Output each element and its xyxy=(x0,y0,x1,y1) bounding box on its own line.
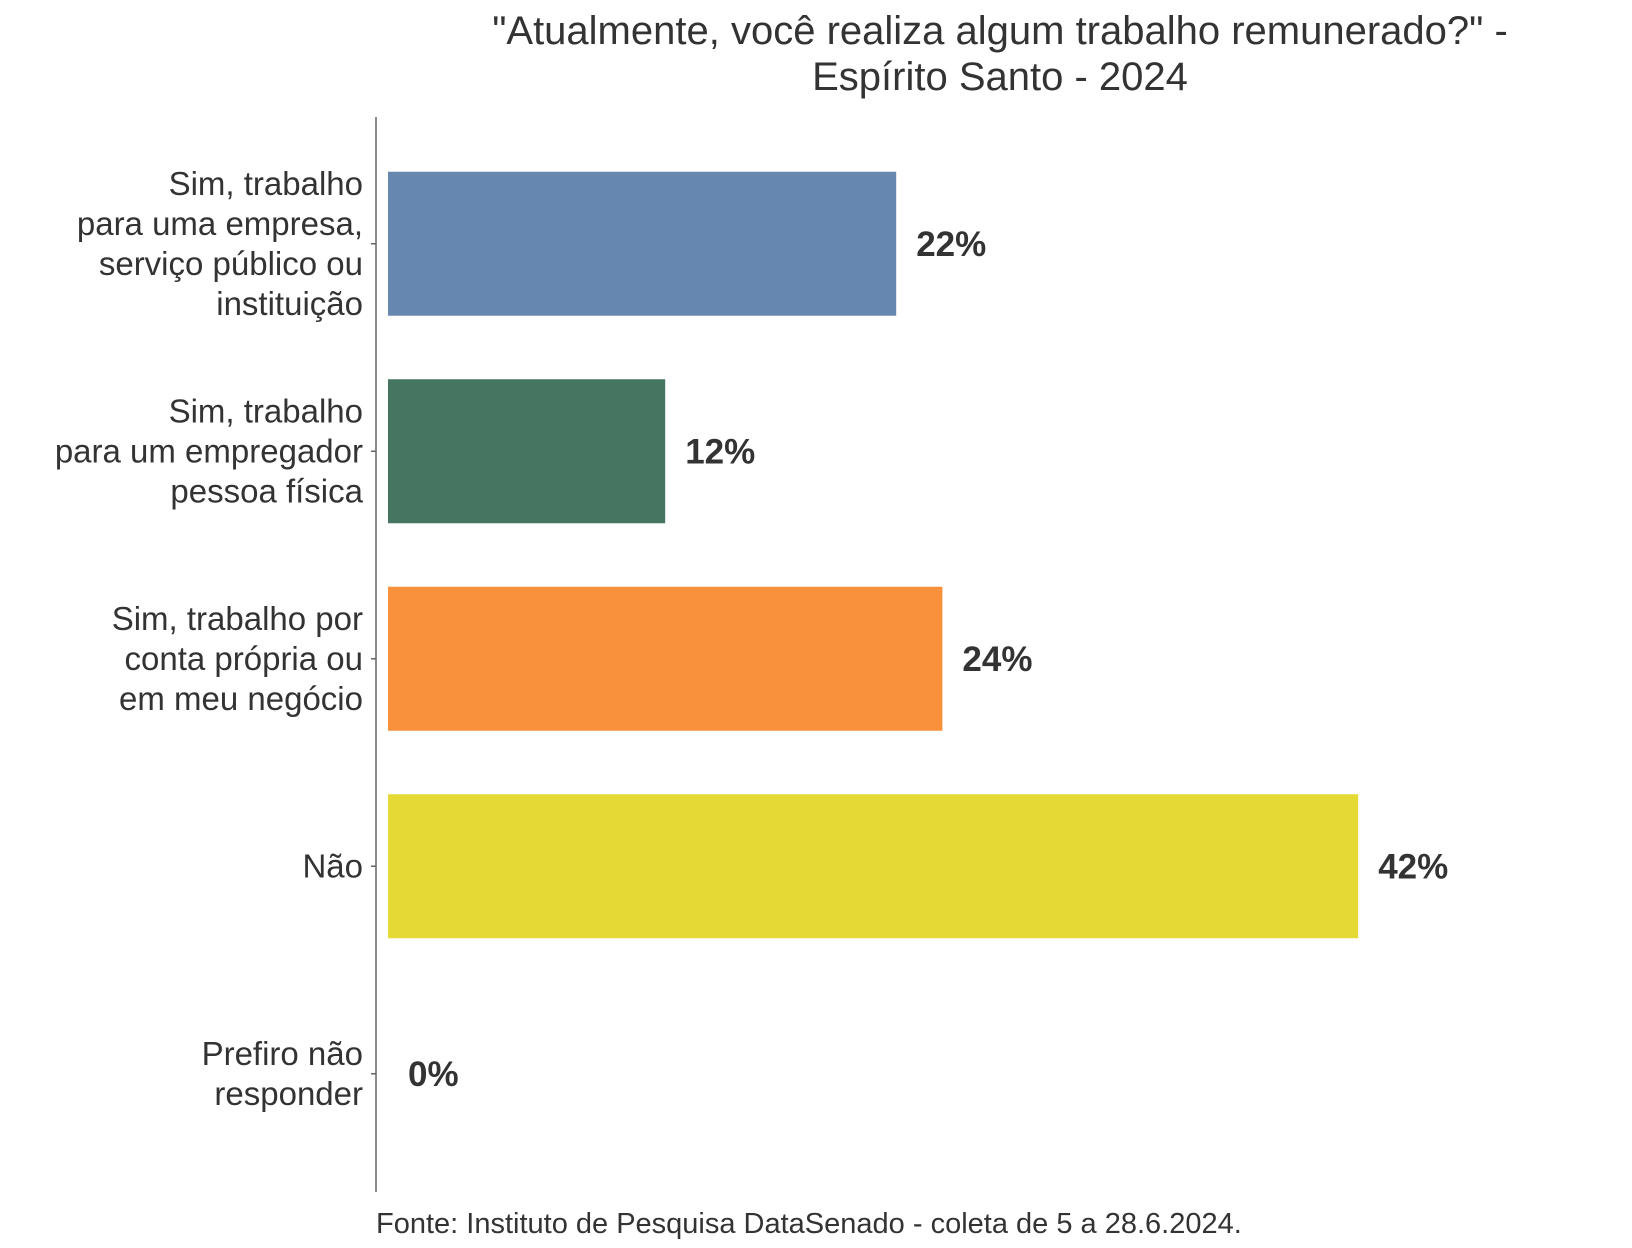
category-label-line: para uma empresa, xyxy=(77,205,363,242)
category-label-line: conta própria ou xyxy=(125,640,364,677)
value-label-1: 22% xyxy=(916,225,986,264)
category-label-line: pessoa física xyxy=(170,472,363,509)
category-label-line: em meu negócio xyxy=(119,680,363,717)
category-label-1: Sim, trabalho para uma empresa, serviço pú… xyxy=(77,165,363,322)
category-label-line: instituição xyxy=(216,285,363,322)
value-label-3: 24% xyxy=(962,640,1032,679)
value-label-5: 0% xyxy=(408,1055,459,1094)
chart-title-line-2: Espírito Santo - 2024 xyxy=(812,55,1188,99)
value-label-2: 12% xyxy=(685,432,755,471)
chart-title-line-1: "Atualmente, você realiza algum trabalho… xyxy=(492,9,1508,53)
category-label-line: Sim, trabalho por xyxy=(112,600,363,637)
category-label-line: Não xyxy=(302,847,363,884)
plot-area: 22%Sim, trabalho para uma empresa, serviço… xyxy=(55,165,1448,1112)
category-label-3: Sim, trabalho por conta própria ou em meu … xyxy=(112,600,363,717)
category-label-line: para um empregador xyxy=(55,432,363,469)
category-label-2: Sim, trabalho para um empregador pessoa fí… xyxy=(55,392,364,509)
value-label-4: 42% xyxy=(1378,847,1448,886)
category-label-line: Sim, trabalho xyxy=(169,165,363,202)
bar-2 xyxy=(388,379,666,524)
category-label-5: Prefiro não responder xyxy=(202,1035,363,1112)
category-label-4: Não xyxy=(302,847,363,884)
category-label-line: responder xyxy=(214,1075,363,1112)
bar-1 xyxy=(388,171,897,316)
category-label-line: Sim, trabalho xyxy=(169,392,363,429)
category-label-line: serviço público ou xyxy=(99,245,363,282)
chart-source: Fonte: Instituto de Pesquisa DataSenado … xyxy=(376,1208,1242,1240)
chart-title: "Atualmente, você realiza algum trabalho… xyxy=(370,8,1630,100)
category-label-line: Prefiro não xyxy=(202,1035,363,1072)
bar-4 xyxy=(388,794,1359,939)
bar-3 xyxy=(388,586,943,731)
